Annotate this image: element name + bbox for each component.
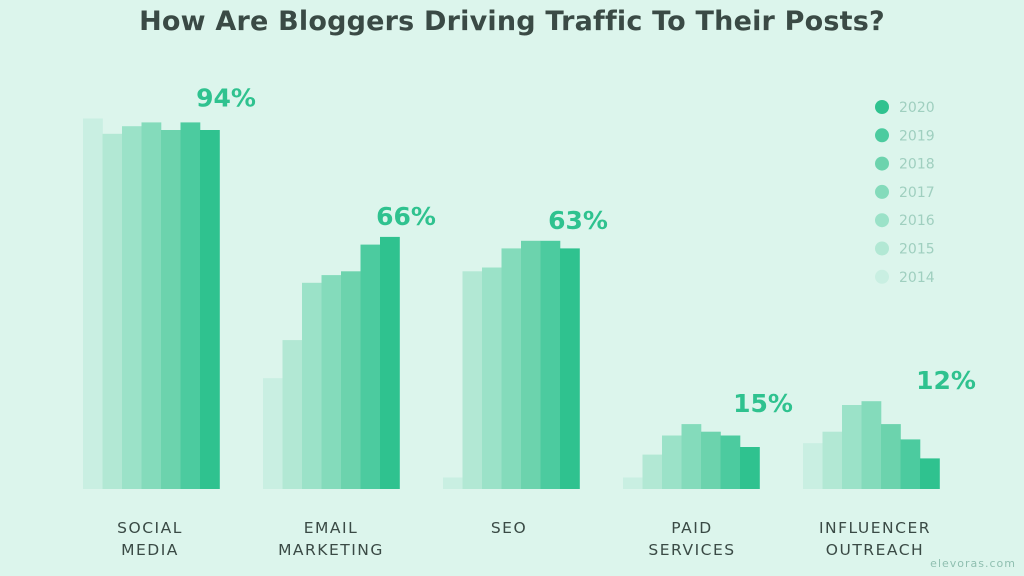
legend-label-2018: 2018 bbox=[899, 157, 935, 173]
bar-2016-4 bbox=[842, 405, 862, 489]
bar-2020-1 bbox=[380, 236, 400, 489]
legend-label-2017: 2017 bbox=[899, 185, 935, 201]
category-label-1-line2: MARKETING bbox=[278, 541, 384, 559]
value-label-0: 94% bbox=[196, 84, 256, 113]
bar-2017-3 bbox=[681, 424, 702, 489]
legend-marker-2018 bbox=[875, 156, 889, 171]
bar-2015-0 bbox=[102, 133, 123, 490]
bar-2017-4 bbox=[861, 401, 882, 489]
bar-2014-3 bbox=[623, 477, 643, 489]
legend-label-2016: 2016 bbox=[899, 213, 935, 229]
bar-2014-1 bbox=[263, 378, 283, 489]
bar-2019-2 bbox=[540, 240, 561, 489]
bar-2015-2 bbox=[462, 271, 483, 489]
bar-2020-0 bbox=[200, 130, 220, 489]
bar-2016-3 bbox=[662, 435, 682, 489]
bar-2018-1 bbox=[341, 271, 361, 489]
bar-2016-2 bbox=[482, 267, 502, 489]
bar-2018-4 bbox=[881, 424, 901, 489]
bar-2018-2 bbox=[521, 240, 541, 489]
legend-marker-2020 bbox=[875, 100, 889, 114]
category-label-1-line1: EMAIL bbox=[304, 519, 358, 537]
bar-2019-4 bbox=[900, 439, 921, 489]
bar-2014-0 bbox=[83, 118, 103, 489]
legend-marker-2014 bbox=[875, 269, 889, 284]
bar-2015-4 bbox=[822, 431, 843, 489]
category-label-4-line1: INFLUENCER bbox=[819, 519, 931, 537]
legend-marker-2019 bbox=[875, 128, 889, 143]
watermark: elevoras.com bbox=[930, 557, 1016, 570]
category-label-2-line1: SEO bbox=[491, 519, 527, 537]
value-labels-group: 94% 66% 63% 15% 12% bbox=[196, 84, 976, 419]
value-label-3: 15% bbox=[733, 389, 793, 418]
bar-2017-0 bbox=[141, 122, 162, 490]
legend-marker-2016 bbox=[875, 213, 889, 228]
category-label-3-line1: PAID bbox=[671, 519, 712, 537]
legend-marker-2015 bbox=[875, 241, 889, 256]
category-labels-group: SOCIAL MEDIA EMAIL MARKETING SEO PAID SERVICES… bbox=[117, 519, 931, 559]
value-label-2: 63% bbox=[548, 206, 608, 235]
bar-2015-1 bbox=[282, 340, 303, 489]
bar-2019-3 bbox=[720, 435, 741, 489]
category-label-0-line2: MEDIA bbox=[121, 541, 179, 559]
bar-2014-4 bbox=[803, 443, 823, 489]
value-label-4: 12% bbox=[916, 366, 976, 395]
bar-2016-1 bbox=[302, 282, 322, 489]
chart-title: How Are Bloggers Driving Traffic To Thei… bbox=[139, 6, 885, 37]
bar-2020-3 bbox=[740, 447, 760, 489]
bar-2017-2 bbox=[501, 248, 522, 489]
category-label-3-line2: SERVICES bbox=[648, 541, 735, 559]
bar-2016-0 bbox=[122, 126, 142, 489]
bar-2019-0 bbox=[180, 122, 201, 490]
bar-2020-4 bbox=[920, 458, 940, 489]
legend-label-2015: 2015 bbox=[899, 242, 935, 258]
legend-label-2014: 2014 bbox=[899, 270, 935, 286]
legend: 2020 2019 2018 2017 2016 2015 2014 bbox=[875, 100, 935, 286]
bar-2017-1 bbox=[321, 275, 342, 489]
category-label-4-line2: OUTREACH bbox=[826, 541, 924, 559]
bar-2019-1 bbox=[360, 244, 381, 489]
category-label-0-line1: SOCIAL bbox=[117, 519, 183, 537]
bars-group bbox=[83, 118, 940, 490]
bar-2018-3 bbox=[701, 431, 721, 489]
bar-2015-3 bbox=[642, 454, 663, 489]
bar-2014-2 bbox=[443, 477, 463, 489]
bar-2020-2 bbox=[560, 248, 580, 489]
bar-2018-0 bbox=[161, 130, 181, 489]
legend-label-2019: 2019 bbox=[899, 128, 935, 144]
legend-marker-2017 bbox=[875, 184, 889, 199]
value-label-1: 66% bbox=[376, 202, 436, 231]
legend-label-2020: 2020 bbox=[899, 100, 935, 116]
